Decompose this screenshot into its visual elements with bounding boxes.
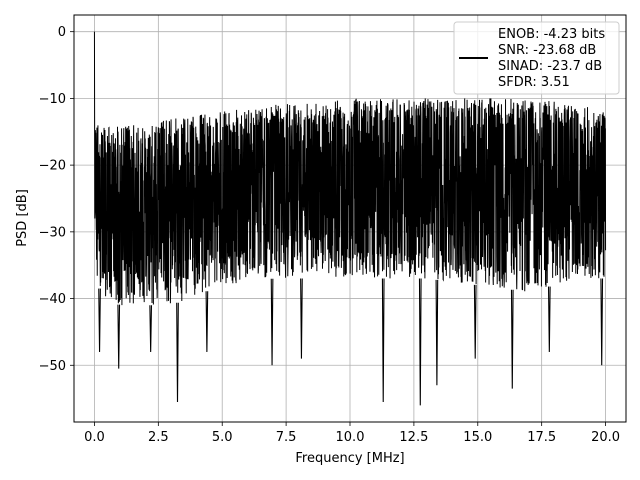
x-tick-label: 10.0 bbox=[336, 430, 365, 445]
x-tick-label: 5.0 bbox=[212, 430, 233, 445]
y-tick-label: −50 bbox=[39, 359, 66, 374]
psd-dip bbox=[435, 279, 439, 386]
y-tick-label: −20 bbox=[39, 159, 66, 174]
psd-dip bbox=[418, 278, 422, 406]
psd-dip bbox=[381, 278, 385, 402]
psd-dip bbox=[176, 302, 179, 402]
x-tick-label: 0.0 bbox=[84, 430, 105, 445]
legend-line: SINAD: -23.7 dB bbox=[498, 59, 602, 74]
legend-line: ENOB: -4.23 bits bbox=[498, 27, 605, 42]
x-tick-label: 2.5 bbox=[148, 430, 169, 445]
psd-dip bbox=[205, 291, 209, 352]
y-tick-label: −30 bbox=[39, 225, 66, 240]
x-axis-ticks: 0.0 2.5 5.0 7.5 10.0 12.5 15.0 17.5 20.0 bbox=[84, 422, 620, 445]
x-tick-label: 20.0 bbox=[591, 430, 620, 445]
psd-dip bbox=[300, 278, 303, 359]
x-axis-label: Frequency [MHz] bbox=[295, 451, 404, 466]
psd-series bbox=[93, 31, 607, 406]
psd-dip bbox=[270, 278, 274, 366]
legend-box bbox=[453, 21, 620, 95]
psd-dip bbox=[600, 278, 604, 366]
legend-line: SNR: -23.68 dB bbox=[498, 43, 596, 58]
psd-dip bbox=[473, 284, 477, 359]
psd-dip bbox=[98, 288, 101, 352]
x-tick-label: 7.5 bbox=[276, 430, 297, 445]
y-tick-label: −40 bbox=[39, 292, 66, 307]
y-tick-label: 0 bbox=[58, 25, 66, 40]
x-tick-label: 15.0 bbox=[463, 430, 492, 445]
x-tick-label: 17.5 bbox=[527, 430, 556, 445]
psd-dip bbox=[149, 305, 153, 352]
x-tick-label: 12.5 bbox=[399, 430, 428, 445]
legend: ENOB: -4.23 bits SNR: -23.68 dB SINAD: -23… bbox=[453, 21, 620, 95]
psd-dip bbox=[547, 286, 551, 352]
y-axis-ticks: 0 −10 −20 −30 −40 −50 bbox=[39, 25, 74, 374]
legend-entry-label: ENOB: -4.23 bits SNR: -23.68 dB SINAD: -23… bbox=[498, 27, 605, 90]
y-tick-label: −10 bbox=[39, 92, 66, 107]
legend-line: SFDR: 3.51 bbox=[498, 75, 570, 90]
psd-dip bbox=[117, 304, 121, 369]
psd-dip bbox=[510, 289, 514, 389]
psd-line bbox=[93, 31, 607, 306]
y-axis-label: PSD [dB] bbox=[15, 189, 30, 247]
